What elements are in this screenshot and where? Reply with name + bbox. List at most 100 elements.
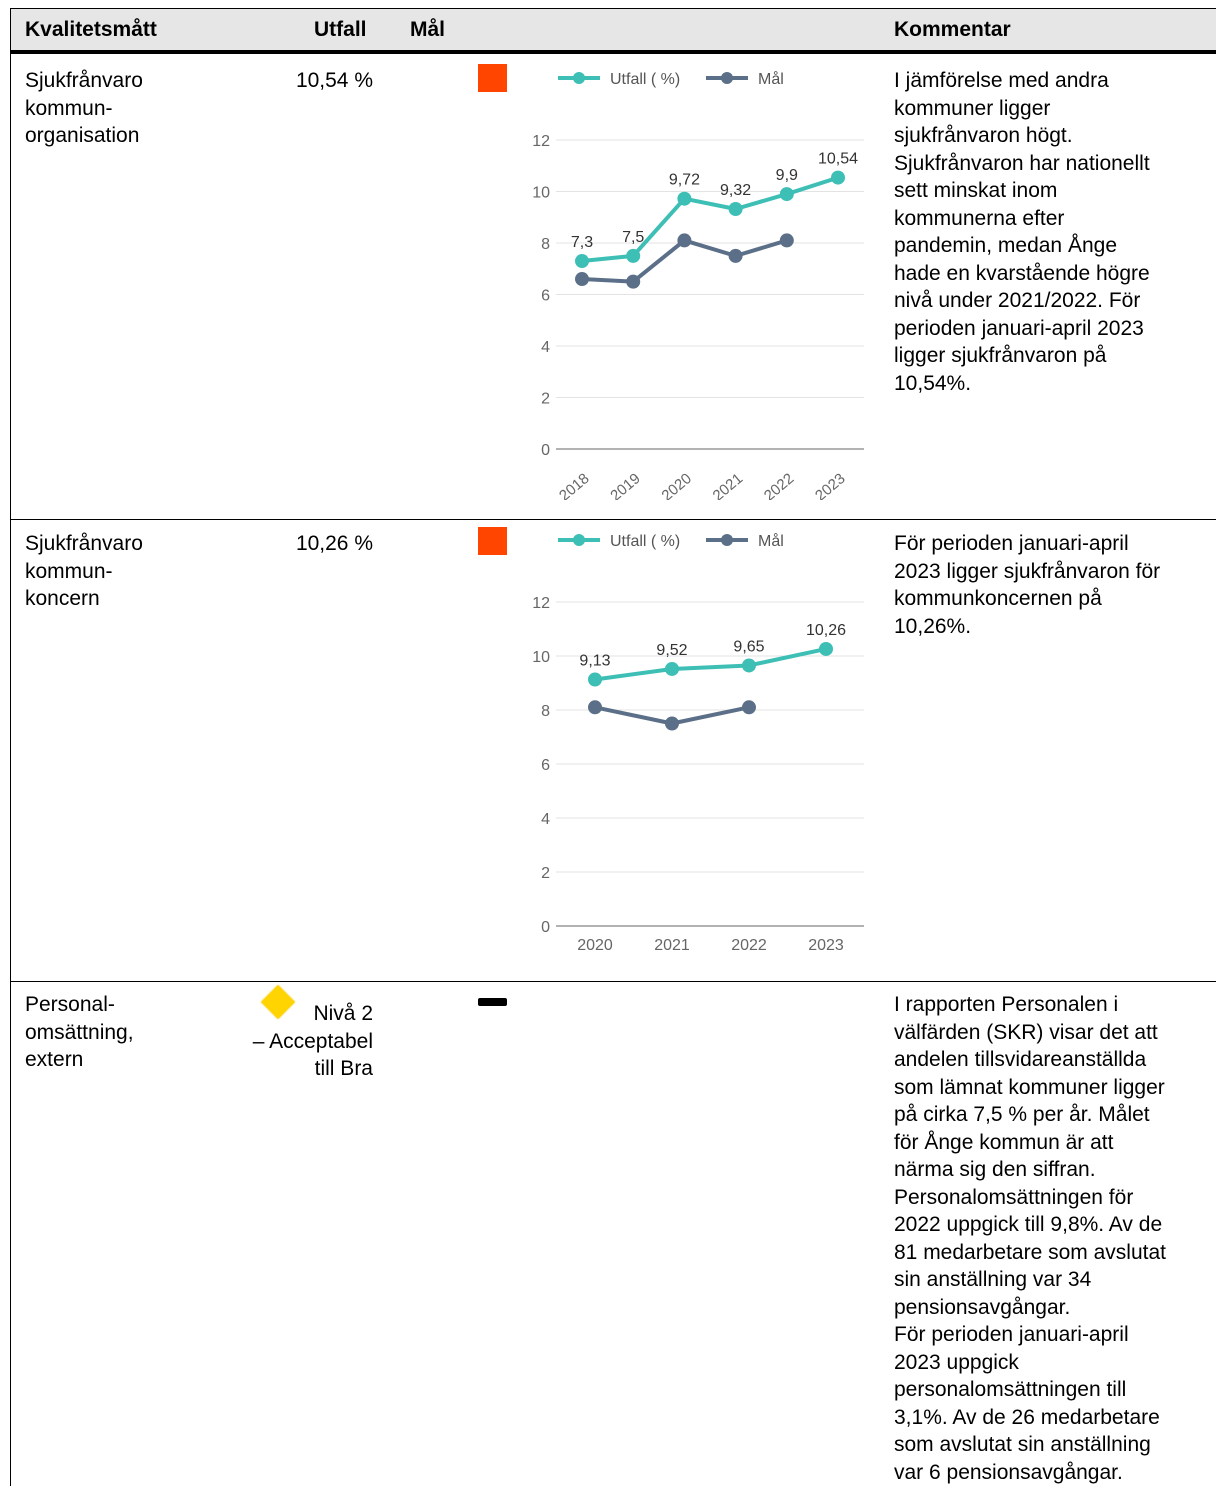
comment-line: välfärden (SKR) visar det att [894, 1020, 1158, 1044]
data-label: 7,3 [571, 234, 593, 251]
comment-line: sjukfrånvaron högt. [894, 124, 1073, 147]
x-tick-label: 2020 [658, 470, 694, 500]
mal-data-point [677, 233, 692, 248]
y-tick-label: 8 [541, 236, 550, 253]
comment-line: 2023 uppgick [894, 1350, 1019, 1374]
mal-data-point [742, 700, 756, 715]
row1-result: 10,54 % [295, 69, 373, 92]
row2-measure-name: Sjukfrånvaro kommun- koncern [25, 530, 225, 613]
row3-result-line: till Bra [314, 1057, 373, 1080]
row3-goal-dash-icon [478, 998, 507, 1006]
y-tick-label: 2 [541, 865, 550, 882]
utfall-data-point [665, 661, 679, 676]
data-label: 9,32 [720, 182, 751, 199]
row3-result-line: – Acceptabel [252, 1029, 373, 1053]
comment-line: som lämnat kommuner ligger [894, 1075, 1165, 1099]
x-tick-label: 2018 [556, 470, 592, 500]
comment-line: För perioden januari-april [894, 532, 1129, 555]
utfall-data-point [728, 202, 743, 217]
comment-line: Sjukfrånvaron har nationellt [894, 151, 1150, 175]
y-tick-label: 6 [541, 288, 550, 305]
data-label: 10,26 [806, 622, 846, 639]
x-tick-label: 2021 [654, 937, 690, 954]
y-tick-label: 10 [532, 649, 550, 666]
row2-result: 10,26 % [295, 532, 373, 555]
row1-comment: I jämförelse med andra kommuner ligger s… [894, 67, 1210, 397]
mal-data-point [575, 272, 589, 287]
comment-line: 2022 uppgick till 9,8%. Av de [894, 1213, 1163, 1236]
y-tick-label: 8 [541, 703, 550, 720]
row3-result: Nivå 2 – Acceptabel till Bra [243, 1000, 373, 1083]
mal-data-point [626, 274, 641, 289]
header-result: Utfall [314, 18, 367, 41]
row3-name-line: omsättning, [25, 1020, 134, 1044]
row3-measure-name: Personal- omsättning, extern [25, 991, 225, 1074]
utfall-data-point [779, 187, 794, 202]
y-tick-label: 2 [541, 391, 550, 408]
row3-name-line: Personal- [25, 993, 115, 1016]
comment-line: närma sig den siffran. [894, 1158, 1096, 1181]
row1-line-chart: Utfall ( %) Mål 0 2 4 6 8 10 12 2018 2019 2020 2021 2… [532, 70, 864, 500]
row2-name-line: Sjukfrånvaro [25, 532, 143, 555]
legend-utfall-label: Utfall ( %) [610, 533, 680, 550]
row3-comment: I rapporten Personalen i välfärden (SKR)… [894, 991, 1210, 1486]
legend-mal-marker [721, 72, 733, 84]
comment-line: 3,1%. Av de 26 medarbetare [894, 1405, 1160, 1429]
mal-data-point [665, 716, 679, 731]
row2-status-red-square [478, 527, 507, 555]
x-tick-label: 2019 [607, 470, 643, 500]
utfall-data-point [831, 170, 845, 185]
row2-line-chart: Utfall ( %) Mål 0 2 4 6 8 10 12 2020 2021 2022 2023 9… [532, 532, 864, 954]
comment-line: pensionsavgångar. [894, 1295, 1071, 1319]
comment-line: ligger sjukfrånvaron på [894, 344, 1107, 367]
row1-measure-name: Sjukfrånvaro kommun- organisation [25, 67, 225, 150]
mal-data-point [728, 248, 743, 263]
legend-utfall-marker [573, 534, 585, 546]
row1-name-line: organisation [25, 124, 140, 147]
row1-name-line: kommun- [25, 96, 113, 120]
comment-line: Personalomsättningen för [894, 1185, 1134, 1209]
legend-mal-label: Mål [758, 532, 784, 550]
legend-utfall-marker [573, 72, 585, 84]
x-tick-label: 2023 [808, 937, 844, 954]
data-label: 10,54 [818, 151, 858, 168]
x-tick-label: 2023 [812, 470, 848, 500]
utfall-data-point [819, 641, 833, 656]
y-tick-label: 4 [541, 339, 550, 356]
y-tick-label: 4 [541, 811, 550, 828]
data-label: 9,65 [733, 638, 764, 655]
comment-line: I jämförelse med andra [894, 69, 1109, 92]
mal-data-point [779, 233, 794, 248]
utfall-data-point [575, 254, 589, 269]
row1-name-line: Sjukfrånvaro [25, 69, 143, 92]
legend-mal-marker [721, 534, 733, 546]
comment-line: 10,54%. [894, 371, 972, 395]
utfall-data-point [677, 191, 692, 206]
comment-line: som avslutat sin anställning [894, 1433, 1151, 1456]
y-tick-label: 12 [532, 133, 550, 150]
data-label: 9,52 [656, 642, 687, 659]
x-tick-label: 2022 [731, 937, 767, 954]
comment-line: på cirka 7,5 % per år. Målet [894, 1103, 1150, 1126]
comment-line: perioden januari-april 2023 [894, 316, 1144, 340]
table-header: Kvalitetsmått Utfall Mål Kommentar [10, 8, 1216, 54]
x-tick-label: 2022 [761, 470, 797, 500]
data-label: 7,5 [622, 229, 644, 246]
row2-comment: För perioden januari-april 2023 ligger s… [894, 530, 1210, 640]
utfall-data-point [742, 658, 756, 673]
comment-line: kommunerna efter [894, 206, 1065, 230]
comment-line: för Ånge kommun är att [894, 1130, 1114, 1154]
row1-status-red-square [478, 64, 507, 92]
utfall-data-point [626, 248, 641, 263]
comment-line: pandemin, medan Ånge [894, 234, 1117, 257]
y-tick-label: 6 [541, 757, 550, 774]
comment-line: kommuner ligger [894, 96, 1051, 120]
header-goal: Mål [410, 18, 446, 41]
table-frame [10, 8, 1216, 1486]
comment-line: sett minskat inom [894, 179, 1058, 202]
comment-line: I rapporten Personalen i [894, 993, 1119, 1016]
x-tick-label: 2021 [710, 470, 746, 500]
data-label: 9,72 [669, 172, 700, 189]
data-label: 9,13 [579, 652, 610, 669]
header-comment: Kommentar [894, 18, 1011, 41]
